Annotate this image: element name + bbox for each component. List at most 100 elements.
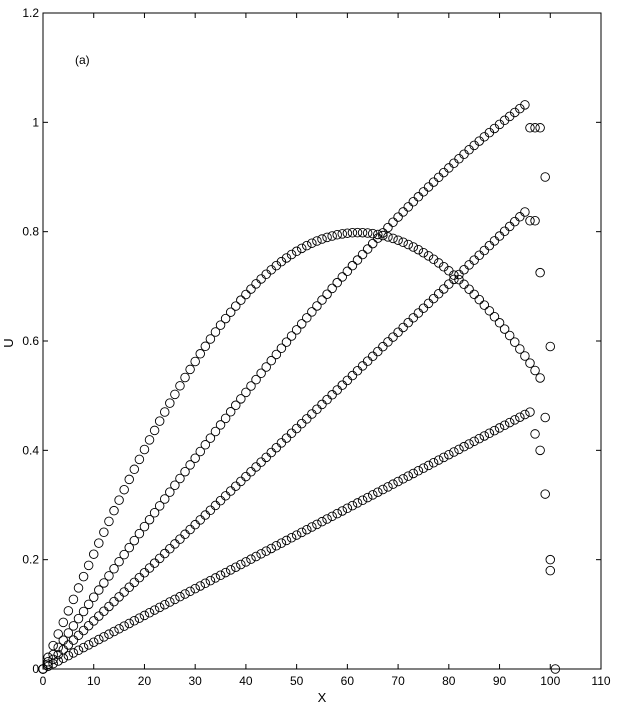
- data-point: [373, 233, 383, 243]
- data-point: [109, 505, 119, 516]
- data-point: [296, 527, 307, 538]
- data-point: [241, 557, 251, 567]
- data-point: [83, 620, 94, 631]
- data-point: [352, 227, 363, 238]
- data-point: [469, 289, 479, 300]
- data-point: [459, 149, 469, 160]
- data-point: [205, 575, 216, 586]
- data-point: [540, 172, 550, 182]
- data-point: [104, 629, 114, 639]
- data-point: [373, 346, 383, 357]
- data-point: [342, 266, 353, 277]
- data-point: [195, 349, 206, 359]
- data-point: [144, 607, 155, 618]
- data-point: [286, 249, 297, 260]
- data-point: [159, 494, 170, 504]
- data-point: [378, 341, 388, 352]
- data-point: [175, 381, 185, 391]
- panel-annotation: (a): [75, 53, 90, 67]
- data-point: [464, 284, 474, 294]
- data-point: [307, 307, 317, 317]
- data-point: [383, 482, 393, 492]
- data-point: [317, 516, 327, 527]
- data-point: [154, 416, 165, 426]
- y-axis-ticks: [43, 12, 601, 670]
- data-point: [373, 487, 383, 497]
- data-point: [444, 279, 454, 289]
- data-point: [154, 553, 165, 564]
- data-point: [423, 182, 434, 192]
- x-tick-label: 50: [290, 674, 304, 688]
- data-point: [159, 548, 170, 559]
- data-point: [205, 433, 216, 443]
- data-point: [68, 594, 79, 605]
- data-point: [109, 596, 119, 607]
- data-point: [241, 471, 251, 482]
- data-point: [129, 535, 140, 546]
- data-point: [383, 222, 393, 233]
- data-point: [286, 428, 297, 439]
- data-point: [454, 269, 464, 280]
- data-point: [525, 358, 535, 368]
- data-point: [225, 307, 236, 317]
- y-tick-label: 0.4: [22, 443, 39, 457]
- data-point: [494, 318, 505, 328]
- data-point: [271, 442, 282, 453]
- data-point: [307, 522, 317, 532]
- data-point: [134, 572, 145, 583]
- data-point: [291, 423, 302, 434]
- data-point: [418, 247, 429, 258]
- data-point: [428, 457, 439, 468]
- data-point: [322, 514, 332, 524]
- data-point: [433, 172, 444, 183]
- data-point: [357, 249, 368, 260]
- data-point: [388, 233, 398, 244]
- data-point: [73, 613, 84, 624]
- data-point: [433, 289, 444, 299]
- data-point: [114, 556, 124, 567]
- data-point: [408, 242, 419, 252]
- data-point: [520, 207, 530, 217]
- data-point: [403, 471, 413, 481]
- data-point: [210, 500, 221, 511]
- data-point: [210, 426, 221, 437]
- data-point: [175, 591, 185, 602]
- data-point: [499, 226, 510, 236]
- data-point: [515, 412, 525, 422]
- data-point: [68, 621, 79, 631]
- data-point: [185, 460, 195, 470]
- data-point: [454, 444, 464, 455]
- data-point: [540, 412, 550, 423]
- data-point: [225, 407, 236, 417]
- data-point: [139, 521, 150, 532]
- data-point: [119, 484, 129, 495]
- data-point: [286, 331, 297, 341]
- data-point: [129, 464, 140, 475]
- data-point: [469, 140, 479, 151]
- data-point: [357, 361, 368, 371]
- data-point: [195, 446, 206, 457]
- data-point: [236, 295, 246, 305]
- data-point: [454, 153, 464, 164]
- data-point: [225, 565, 236, 575]
- data-point: [215, 320, 226, 330]
- data-point: [195, 581, 206, 591]
- data-point: [205, 334, 216, 344]
- data-point: [94, 611, 104, 621]
- data-point: [398, 474, 408, 484]
- data-point: [134, 454, 145, 465]
- data-point: [408, 197, 419, 207]
- data-point: [438, 452, 449, 463]
- data-point: [454, 274, 464, 285]
- data-point: [53, 629, 63, 639]
- data-point: [139, 568, 150, 578]
- data-point: [327, 511, 337, 522]
- data-point: [367, 351, 378, 362]
- data-point: [256, 457, 266, 467]
- data-point: [302, 414, 312, 424]
- data-point: [367, 228, 378, 239]
- data-point: [296, 243, 307, 254]
- data-point: [94, 538, 104, 548]
- data-point: [479, 300, 490, 310]
